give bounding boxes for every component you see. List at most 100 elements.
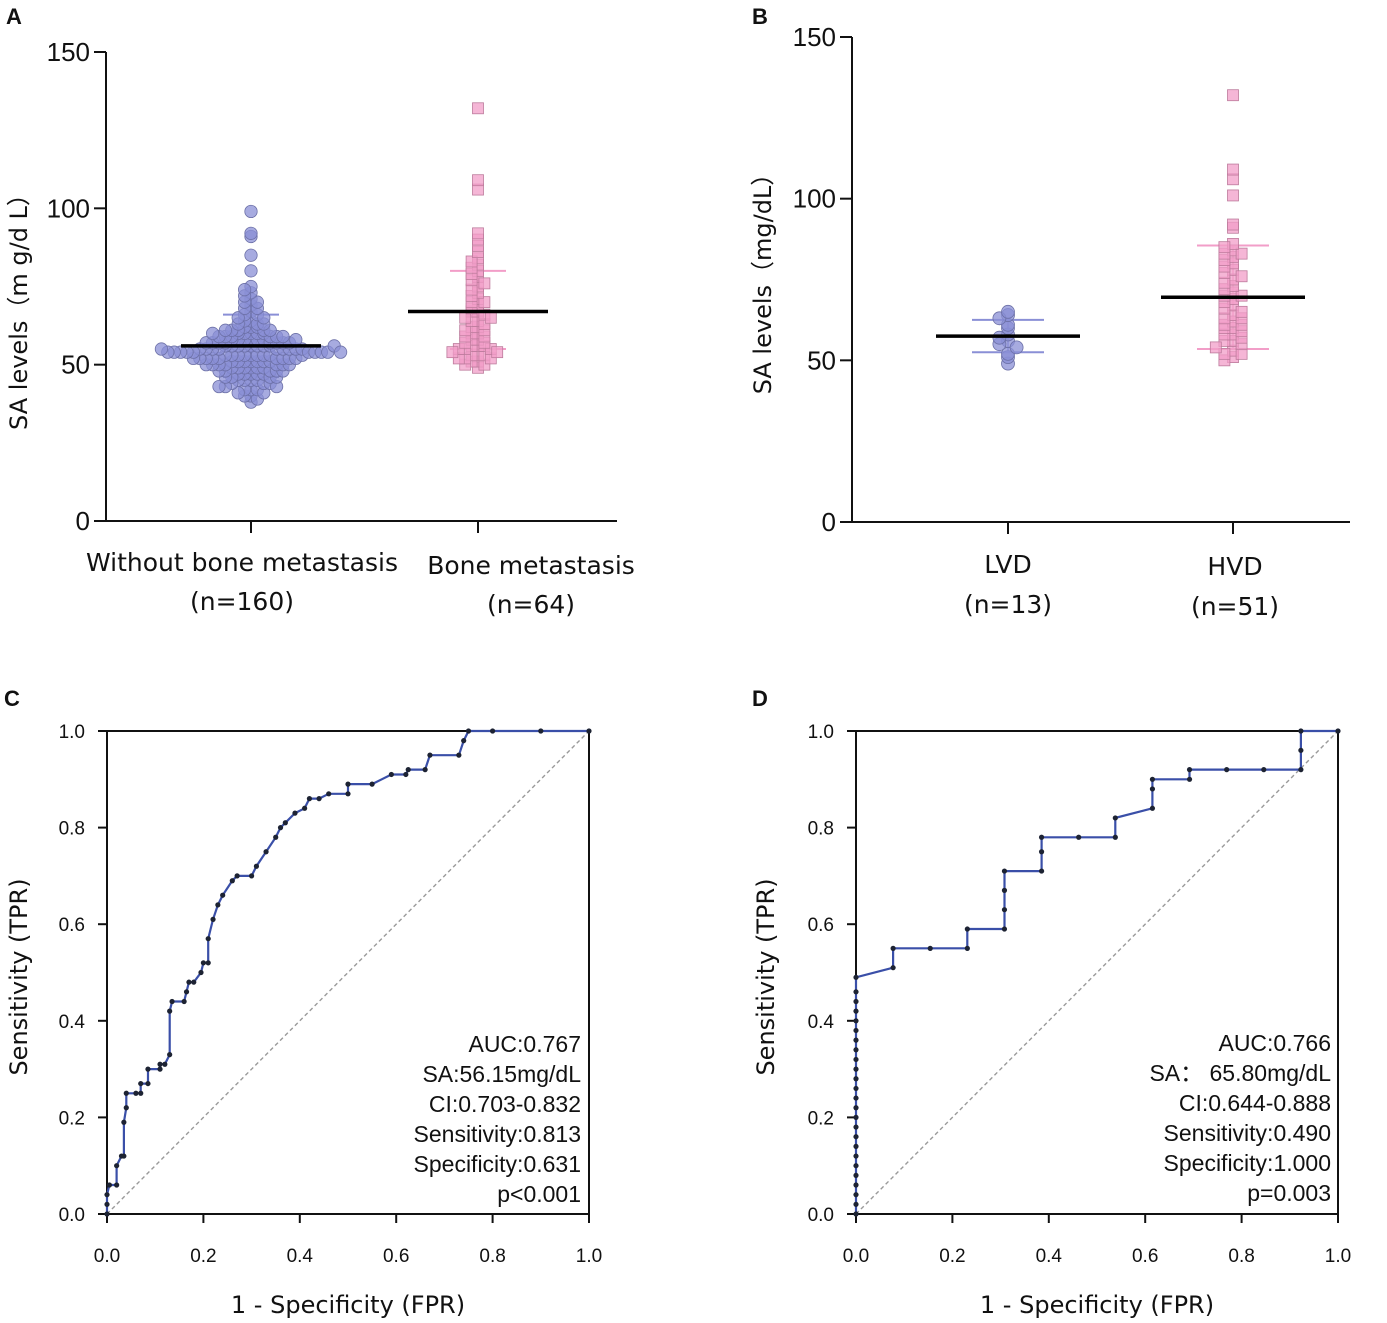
panel-b-points <box>992 89 1248 371</box>
panel-d-roc-point <box>1149 805 1156 811</box>
panel-c-auc: AUC:0.767 <box>468 1031 581 1057</box>
panel-d: D 0.0 0.0 0.2 0.2 0.4 0.4 0.6 0.6 0.8 0.8 1.0 1.0 S… <box>752 686 1351 1319</box>
panel-c-roc-point <box>121 1119 127 1125</box>
panel-a-point-group-2 <box>484 311 497 324</box>
panel-d-specificity: Specificity:1.000 <box>1164 1150 1331 1176</box>
panel-c-roc-point <box>205 960 211 966</box>
panel-a-point-group-1 <box>244 264 258 278</box>
panel-a-y-tick-label: 100 <box>47 193 90 223</box>
panel-d-roc-point <box>853 1047 859 1053</box>
panel-d-x-axis-title: 1 - Specificity (FPR) <box>980 1291 1214 1319</box>
panel-c-specificity: Specificity:0.631 <box>414 1151 581 1177</box>
panel-c-y-axis-title: Sensitivity (TPR) <box>5 878 33 1075</box>
panel-c-roc-point <box>138 1090 144 1096</box>
panel-d-roc-point <box>853 998 859 1005</box>
panel-c-roc-point <box>345 791 351 797</box>
panel-a-point-group-1 <box>333 345 348 359</box>
panel-c-roc-point <box>181 998 187 1005</box>
panel-d-roc-point <box>1038 849 1045 855</box>
panel-c-roc-point <box>114 1182 120 1188</box>
panel-d-roc-point <box>853 1192 859 1198</box>
panel-d-roc-point <box>853 1124 859 1130</box>
panel-d-y-axis-title: Sensitivity (TPR) <box>752 878 780 1075</box>
panel-b-category-label-2: HVD <box>1207 552 1262 581</box>
panel-c-roc-point <box>586 728 592 734</box>
panel-d-roc-point <box>853 1172 859 1178</box>
panel-a-category-n-2: (n=64) <box>487 590 575 619</box>
panel-b-y-tick-label: 0 <box>822 507 836 537</box>
panel-d-roc-point <box>1261 767 1267 773</box>
panel-d-y-tick-label: 0.0 <box>808 1205 834 1226</box>
panel-c-roc-point <box>106 1182 113 1188</box>
panel-c-roc-point <box>345 781 351 787</box>
panel-d-roc-point <box>853 989 859 995</box>
panel-b-means <box>936 295 1305 338</box>
panel-d-roc-point <box>1076 834 1082 840</box>
panel-d-cutoff: SA： 65.80mg/dL <box>1149 1060 1331 1086</box>
panel-b-point-group-2 <box>1227 189 1239 202</box>
panel-a-point-group-2 <box>459 324 472 337</box>
panel-d-roc <box>853 728 1341 1217</box>
panel-c-roc-point <box>253 863 260 869</box>
panel-b-point-group-2 <box>1235 305 1248 318</box>
panel-c-roc-point <box>263 849 269 855</box>
panel-c-roc-point <box>198 969 204 976</box>
panel-c-roc-point <box>145 1066 151 1072</box>
panel-d-roc-point <box>1001 887 1008 893</box>
panel-b-point-group-1 <box>1001 304 1015 319</box>
panel-b-y-tick-label: 100 <box>793 184 836 214</box>
panel-d-roc-point <box>853 1134 859 1140</box>
panel-d-roc-point <box>1335 728 1341 734</box>
panel-d-frame <box>855 730 1339 1215</box>
panel-c-roc-point <box>465 728 472 734</box>
panel-c-x-tick-label: 0.4 <box>287 1246 314 1267</box>
panel-d-roc-point <box>853 1163 859 1169</box>
panel-c-roc-point <box>369 781 375 787</box>
panel-c-x-tick-label: 0.2 <box>190 1246 216 1267</box>
panel-d-roc-point <box>853 1153 859 1159</box>
panel-d-roc-point <box>853 1143 859 1149</box>
panel-b-point-group-2 <box>1235 270 1248 283</box>
panel-c-x-tick-label: 0.0 <box>94 1246 120 1267</box>
panel-c-roc-point <box>186 979 192 985</box>
panel-c-roc-point <box>133 1090 139 1096</box>
panel-d-roc-point <box>1001 907 1008 913</box>
panel-d-p-value: p=0.003 <box>1247 1180 1331 1206</box>
panel-a-point-group-2 <box>478 296 491 309</box>
panel-d-roc-point <box>853 1066 859 1072</box>
panel-a-point-group-1 <box>244 248 258 262</box>
panel-d-roc-point <box>1001 868 1008 874</box>
panel-a-point-group-1 <box>206 326 220 340</box>
panel-b-category-n-1: (n=13) <box>964 590 1052 619</box>
panel-d-y-tick-label: 0.2 <box>808 1108 834 1129</box>
panel-d-roc-point <box>1001 926 1008 932</box>
panel-a-y-tick-label: 0 <box>76 506 90 536</box>
panel-c-roc-point <box>169 998 175 1005</box>
panel-d-x-tick-label: 1.0 <box>1325 1246 1351 1267</box>
panel-a-category-label-2: Bone metastasis <box>427 551 635 580</box>
panel-c-roc-point <box>162 1061 168 1067</box>
panel-c-roc-point <box>183 989 190 995</box>
panel-a-point-group-1 <box>244 204 258 219</box>
panel-c-roc-point <box>104 1211 110 1217</box>
panel-c-annotations: AUC:0.767 SA:56.15mg/dL CI:0.703-0.832 S… <box>414 1031 582 1207</box>
panel-c-roc-point <box>422 767 428 773</box>
panel-c-roc-point <box>167 1052 173 1058</box>
panel-b-category-label-1: LVD <box>984 550 1032 579</box>
panel-d-roc-point <box>1186 776 1193 782</box>
panel-a: A 0 50 100 150 SA levels（m g/d L） Without b… <box>5 4 635 619</box>
panel-c-roc-point <box>405 767 411 773</box>
panel-d-x-tick-label: 0.6 <box>1132 1246 1158 1267</box>
panel-d-y-tick-label: 0.4 <box>808 1012 835 1033</box>
panel-d-x-tick-label: 0.2 <box>939 1246 965 1267</box>
panel-a-point-group-1 <box>250 295 264 309</box>
panel-c-roc-point <box>191 979 197 985</box>
panel-d-roc-point <box>927 945 933 951</box>
panel-c-x-tick-label: 0.6 <box>383 1246 409 1267</box>
panel-c: C 0.0 0.0 0.2 0.2 0.4 0.4 0.6 0.6 0.8 0.8 1.0 1.0 S… <box>4 686 602 1319</box>
panel-c-roc-point <box>282 820 288 826</box>
panel-d-roc-point <box>890 965 896 971</box>
panel-c-roc-point <box>123 1090 129 1096</box>
panel-a-point-group-2 <box>465 255 478 268</box>
